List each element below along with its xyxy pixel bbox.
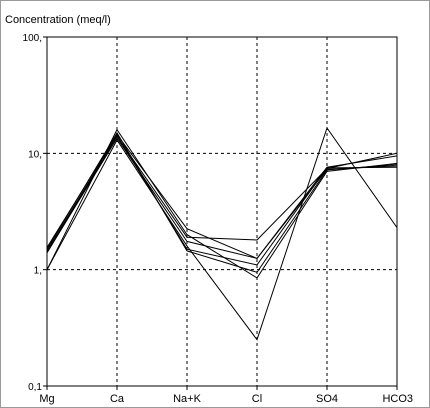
- series-line-5: [46, 128, 398, 279]
- y-tick-label: 100,: [23, 33, 42, 44]
- x-axis-ticks: Mg Ca Na+K Cl SO4 HCO3: [39, 386, 413, 405]
- x-tick-label: Mg: [39, 393, 54, 405]
- y-axis-ticks: 0,1 1, 10, 100,: [23, 33, 47, 393]
- series-line-7: [46, 135, 398, 253]
- x-tick-label: Cl: [252, 393, 262, 405]
- series-line-4: [46, 126, 398, 341]
- x-tick-label: HCO3: [382, 393, 413, 405]
- plot-border: [46, 36, 398, 387]
- series-group: [46, 126, 398, 341]
- y-tick-label: 10,: [28, 149, 42, 160]
- x-tick-label: Na+K: [173, 393, 201, 405]
- y-tick-label: 0,1: [28, 382, 42, 393]
- series-line-6: [46, 133, 398, 260]
- chart-title: Concentration (meq/l): [5, 14, 111, 26]
- series-line-1: [46, 134, 398, 266]
- y-tick-label: 1,: [34, 266, 42, 277]
- x-tick-label: SO4: [316, 393, 338, 405]
- x-tick-label: Ca: [110, 393, 125, 405]
- series-line-2: [46, 137, 398, 259]
- grid: [47, 37, 397, 386]
